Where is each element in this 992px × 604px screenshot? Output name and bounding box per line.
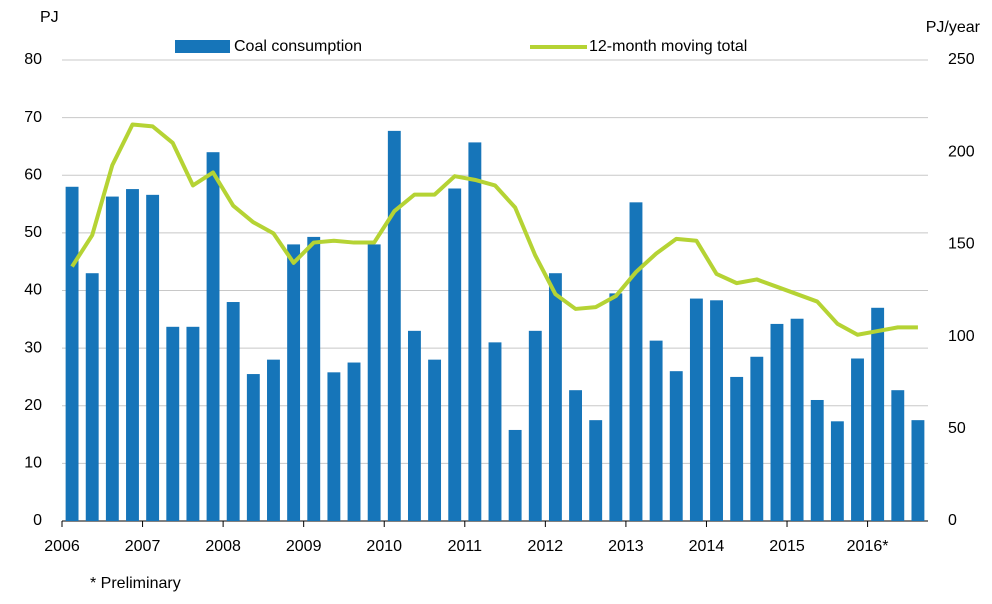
x-tick-label: 2016*	[847, 538, 889, 555]
line	[70, 122, 918, 337]
y2-axis-label: PJ/year	[926, 19, 981, 36]
y-tick-label: 70	[24, 109, 42, 126]
legend-label: 12-month moving total	[589, 38, 747, 55]
bar	[649, 340, 663, 521]
x-tick-label: 2013	[608, 538, 644, 555]
bar	[810, 399, 824, 521]
y-tick-label: 50	[24, 224, 42, 241]
y-tick-label: 80	[24, 51, 42, 68]
x-tick-label: 2014	[689, 538, 725, 555]
y2-tick-label: 150	[948, 236, 975, 253]
bar	[246, 374, 260, 521]
y2-tick-label: 100	[948, 328, 975, 345]
bar	[790, 318, 804, 521]
y2-tick-label: 200	[948, 143, 975, 160]
x-tick-label: 2012	[528, 538, 564, 555]
bar	[851, 358, 864, 521]
y-tick-label: 0	[33, 512, 42, 529]
bar	[126, 189, 139, 521]
y-tick-label: 10	[24, 455, 42, 472]
y2-tick-label: 50	[948, 420, 966, 437]
bar	[548, 273, 562, 521]
x-tick-label: 2006	[44, 538, 80, 555]
bar	[428, 359, 442, 521]
x-tick-label: 2008	[205, 538, 241, 555]
x-tick-label: 2011	[448, 538, 483, 555]
y-axis-label: PJ	[40, 9, 59, 26]
bar	[508, 429, 522, 521]
bar	[146, 194, 160, 521]
bar	[307, 236, 321, 521]
x-tick-label: 2009	[286, 538, 322, 555]
bar	[206, 152, 220, 521]
y-tick-label: 30	[24, 339, 42, 356]
x-tick-label: 2010	[366, 538, 402, 555]
bar	[689, 298, 703, 521]
bar	[387, 130, 401, 521]
y-tick-label: 20	[24, 397, 42, 414]
legend-swatch	[175, 40, 230, 53]
bar	[750, 356, 764, 521]
bar	[468, 142, 482, 521]
bar	[891, 390, 905, 521]
bar	[186, 326, 200, 521]
bar	[367, 244, 381, 521]
bar	[267, 359, 280, 521]
bar	[327, 372, 341, 521]
bar	[871, 307, 885, 521]
bar	[347, 362, 361, 521]
bar	[287, 244, 301, 521]
bar	[226, 302, 240, 521]
bar	[730, 376, 744, 521]
bar	[105, 196, 119, 522]
bar	[609, 293, 623, 521]
bar	[407, 330, 421, 521]
y2-tick-label: 0	[948, 512, 957, 529]
bar	[589, 420, 603, 521]
bar	[528, 330, 542, 521]
bar	[830, 421, 844, 521]
bar	[629, 202, 643, 522]
bar	[65, 186, 79, 521]
legend-label: Coal consumption	[234, 38, 362, 55]
bar	[85, 273, 99, 521]
y-tick-label: 60	[24, 166, 42, 183]
x-tick-label: 2007	[125, 538, 161, 555]
x-tick-label: 2015	[769, 538, 805, 555]
bar	[770, 323, 784, 521]
y-tick-label: 40	[24, 282, 42, 299]
footnote: * Preliminary	[90, 575, 181, 592]
bar	[911, 420, 925, 521]
y2-tick-label: 250	[948, 51, 975, 68]
bar	[710, 300, 723, 521]
bar	[166, 326, 180, 521]
bar	[669, 371, 683, 521]
bar	[448, 188, 462, 521]
bar	[569, 390, 583, 521]
bar	[488, 342, 502, 521]
